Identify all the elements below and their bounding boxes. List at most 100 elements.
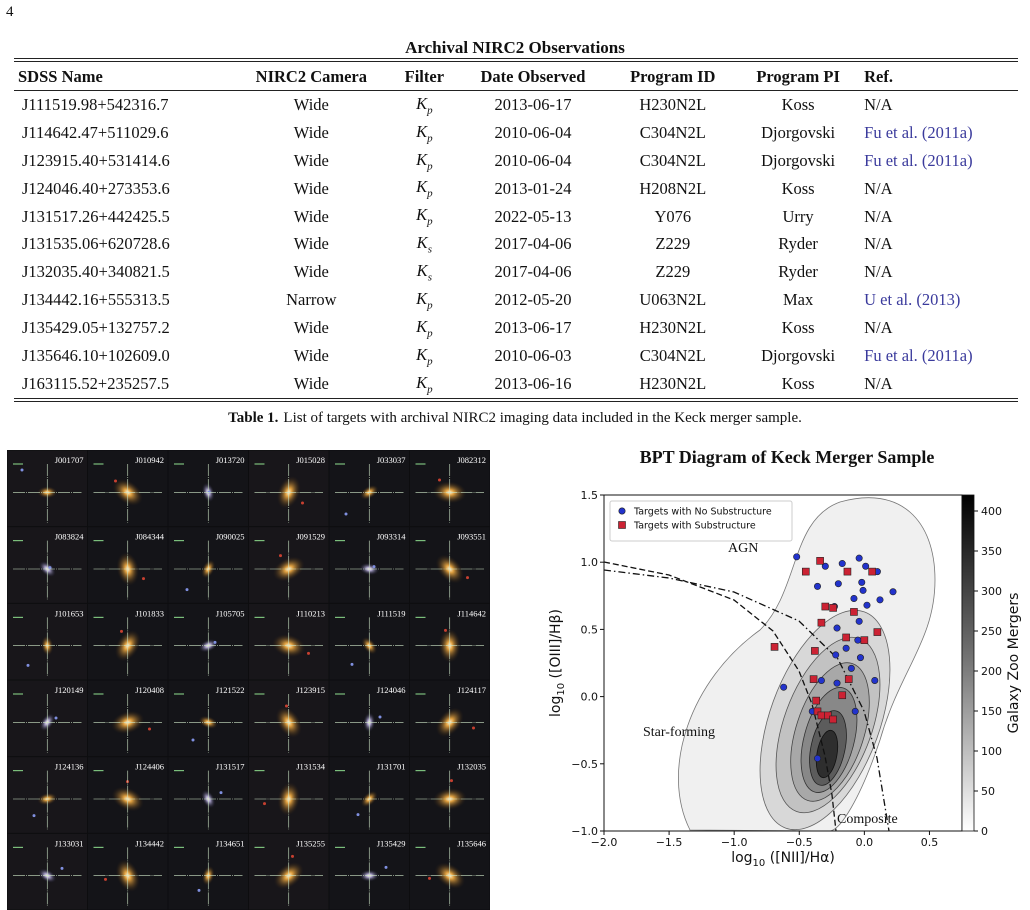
thumbnail-label: J091529 — [296, 532, 325, 542]
filter-base: K — [416, 372, 428, 392]
filter-sub: p — [427, 187, 433, 200]
filter-base: K — [416, 233, 428, 253]
filter-sub: p — [427, 327, 433, 340]
thumbnail: J131534 — [249, 757, 329, 833]
y-tick-label: −1.0 — [571, 825, 598, 838]
star — [466, 576, 469, 580]
star — [48, 566, 52, 570]
filter-sub: p — [427, 383, 433, 395]
thumbnail: J083824 — [7, 527, 87, 603]
colorbar — [961, 494, 975, 832]
x-tick-label: −2.0 — [591, 836, 618, 849]
y-axis-label-sub: 10 — [556, 683, 567, 696]
y-axis-label: log10 ([OIII]/Hβ) — [548, 609, 567, 717]
filter-base: K — [416, 261, 428, 281]
column-header: SDSS Name — [14, 60, 231, 91]
x-tick-label: 0.0 — [856, 836, 874, 849]
table-cell: N/A — [864, 206, 893, 226]
table-cell: Koss — [781, 318, 815, 338]
x-axis-label-base: log — [731, 850, 752, 866]
column-header: Date Observed — [456, 60, 610, 91]
thumbnail: J110213 — [249, 603, 329, 680]
thumbnail: J132035 — [410, 757, 490, 833]
star — [114, 479, 117, 483]
thumbnail-label: J110213 — [297, 608, 326, 618]
kewley-line — [604, 569, 890, 831]
table-cell: 2010-06-03 — [494, 345, 572, 365]
colorbar-tick-label: 300 — [981, 585, 1002, 598]
filter-cell: Kp — [392, 203, 456, 231]
thumbnail-label: J111519 — [377, 608, 405, 618]
thumbnail: J093551 — [410, 527, 490, 603]
column-header: Program ID — [609, 60, 737, 91]
point — [833, 679, 841, 687]
thumbnail-label: J033037 — [377, 455, 406, 465]
thumbnail-label: J131701 — [377, 762, 406, 772]
filter-base: K — [416, 316, 428, 336]
y-tick-label: 1.5 — [581, 489, 599, 502]
star — [372, 565, 376, 569]
point — [873, 628, 882, 636]
thumbnail-label: J120149 — [55, 685, 84, 695]
table-cell: H230N2L — [639, 318, 707, 338]
star — [301, 501, 304, 505]
thumbnail: J084344 — [88, 527, 168, 603]
star — [32, 814, 36, 818]
point — [780, 683, 788, 691]
star — [104, 877, 107, 881]
star — [350, 662, 354, 666]
colorbar-tick-label: 150 — [981, 705, 1002, 718]
thumbnail-label: J134442 — [135, 838, 164, 848]
filter-cell: Ks — [392, 230, 456, 258]
thumbnail-label: J083824 — [55, 532, 85, 542]
point — [862, 562, 870, 570]
star — [213, 640, 217, 644]
y-axis-label-tail: ([OIII]/Hβ) — [548, 609, 564, 683]
star — [285, 704, 288, 708]
thumbnail-label: J131534 — [296, 762, 326, 772]
mosaic-background — [7, 450, 490, 910]
table-cell: Djorgovski — [761, 122, 836, 142]
legend-marker — [618, 507, 626, 515]
thumbnail-label: J132035 — [457, 762, 486, 772]
table-row: J134442.16+555313.5 Narrow Kp 2012-05-20 U06… — [14, 286, 1018, 314]
filter-sub: s — [427, 271, 432, 284]
thumbnail-label: J131517 — [216, 762, 245, 772]
annotation: Composite — [837, 812, 898, 827]
y-tick-label: 0.5 — [581, 623, 599, 636]
point — [838, 691, 847, 700]
point — [816, 557, 824, 565]
table-cell: 2013-06-17 — [494, 94, 572, 114]
table-title: Archival NIRC2 Observations — [405, 38, 625, 57]
table-cell: N/A — [864, 318, 893, 338]
table-cell: Koss — [781, 94, 815, 114]
table-cell: Koss — [781, 373, 815, 393]
thumbnail: J101833 — [88, 603, 168, 680]
table-cell: Wide — [293, 178, 329, 198]
star — [384, 865, 388, 869]
table-row: J135646.10+102609.0 Wide Kp 2010-06-03 C304N… — [14, 342, 1018, 370]
table-cell: J111519.98+542316.7 — [22, 94, 169, 114]
table-cell: 2010-06-04 — [494, 150, 572, 170]
annotation: AGN — [728, 541, 758, 556]
star — [219, 791, 223, 795]
y-axis-label-base: log — [548, 696, 564, 717]
thumbnail: J134651 — [168, 833, 248, 910]
point — [844, 675, 853, 683]
filter-cell: Kp — [392, 147, 456, 175]
thumbnail: J135255 — [249, 833, 329, 910]
filter-base: K — [416, 289, 428, 309]
point — [824, 711, 832, 720]
star — [54, 716, 58, 720]
star — [185, 588, 189, 592]
filter-sub: p — [427, 131, 433, 144]
filter-sub: p — [427, 159, 433, 172]
colorbar-label: Galaxy Zoo Mergers — [1006, 593, 1022, 734]
colorbar-tick-label: 100 — [981, 745, 1002, 758]
star — [20, 468, 24, 472]
filter-cell: Kp — [392, 314, 456, 342]
colorbar-tick-label: 250 — [981, 625, 1002, 638]
filter-cell: Ks — [392, 258, 456, 286]
y-tick-label: 1.0 — [581, 556, 599, 569]
